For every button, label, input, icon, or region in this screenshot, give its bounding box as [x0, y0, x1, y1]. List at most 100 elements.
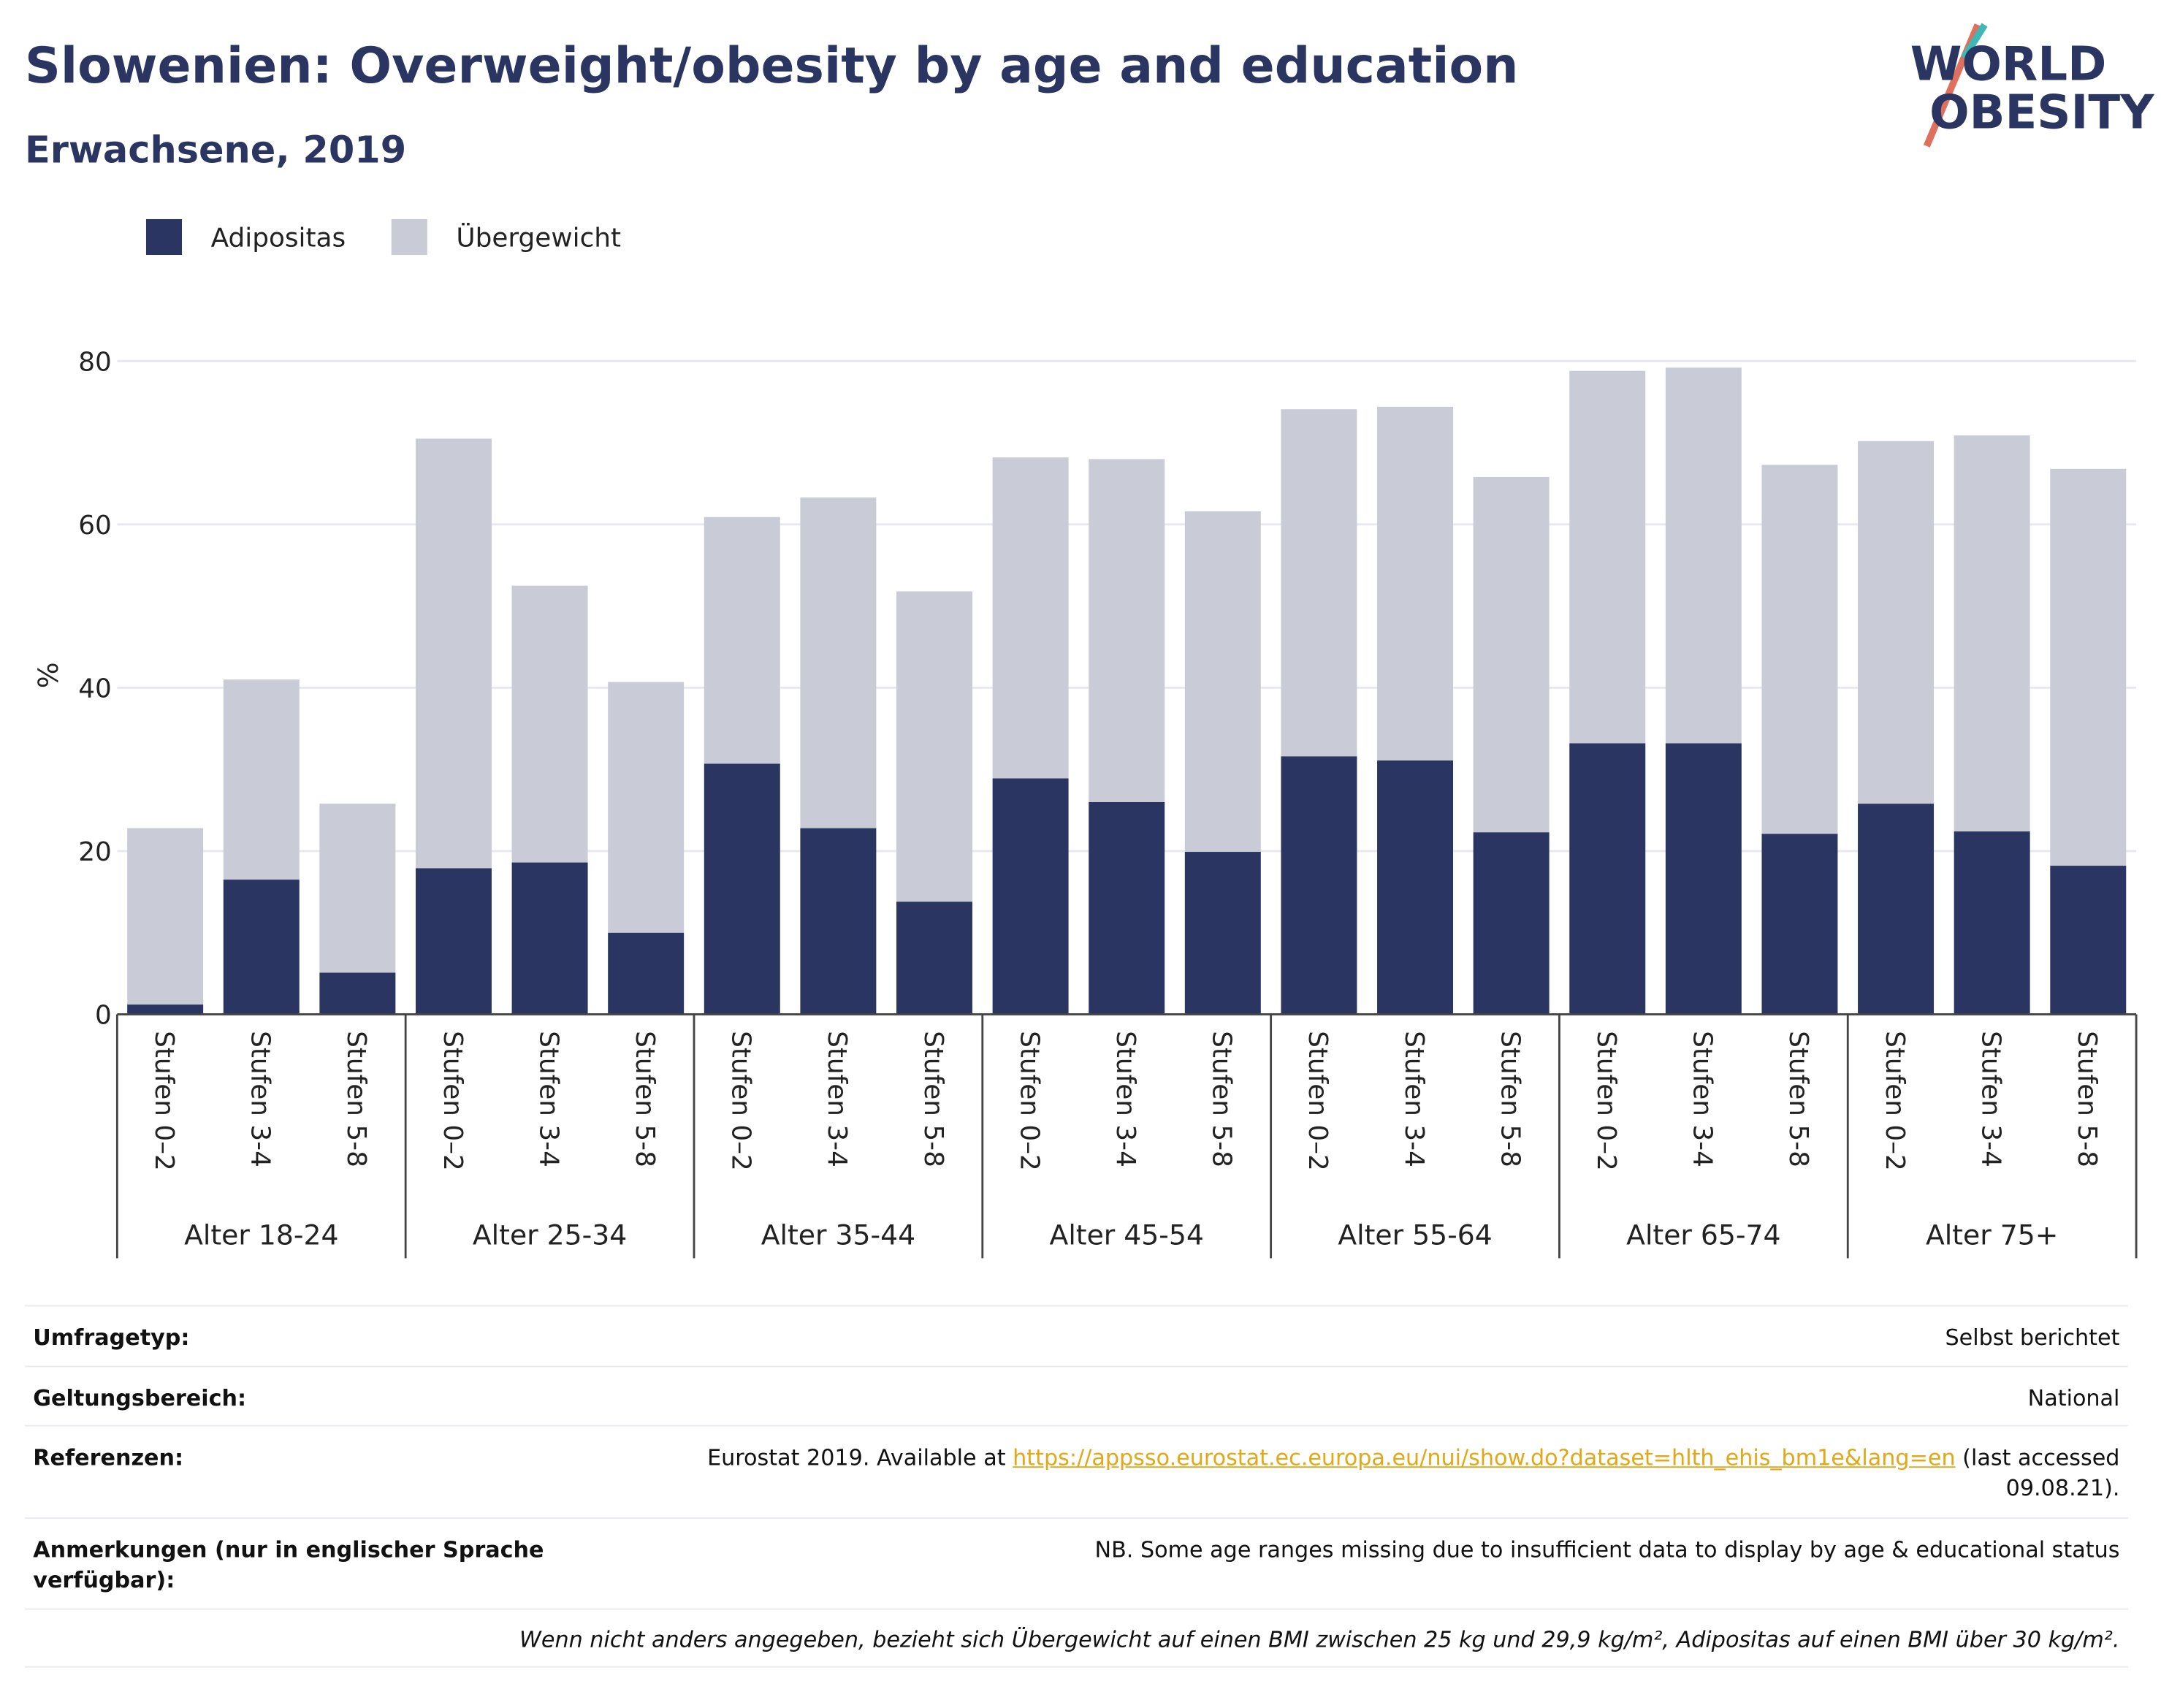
y-tick-label: 60 — [78, 511, 112, 541]
footer-value: NB. Some age ranges missing due to insuf… — [1095, 1536, 2120, 1609]
footer-row: Referenzen: Eurostat 2019. Available at h… — [24, 1425, 2128, 1517]
bar — [1184, 852, 1261, 1015]
footer-text: Selbst berichtet — [1945, 1324, 2120, 1351]
bar — [704, 516, 780, 764]
x-tick-label: Stufen 3-4 — [245, 1031, 275, 1167]
footer-row: Anmerkungen (nur in englischer Sprache v… — [24, 1517, 2128, 1609]
bar — [1281, 409, 1357, 757]
bar — [1184, 511, 1261, 853]
bar — [2050, 866, 2127, 1015]
bar — [1954, 831, 2030, 1015]
footer-label: Umfragetyp: — [33, 1324, 190, 1351]
x-tick-label: Stufen 5-8 — [630, 1031, 660, 1167]
x-tick-label: Stufen 3-4 — [1110, 1031, 1140, 1167]
bar — [415, 438, 492, 869]
bar — [319, 972, 396, 1015]
bar — [1569, 743, 1646, 1015]
bar — [800, 828, 877, 1015]
footer-note: Wenn nicht anders angegeben, bezieht sic… — [24, 1608, 2128, 1668]
bar — [1281, 756, 1357, 1015]
footer-text: National — [2027, 1384, 2120, 1411]
bar — [992, 457, 1069, 779]
group-label: Alter 45-54 — [1050, 1219, 1204, 1251]
bar — [1569, 370, 1646, 744]
legend-label: Übergewicht — [456, 223, 621, 253]
group-label: Alter 75+ — [1926, 1219, 2058, 1251]
bar — [511, 862, 588, 1015]
legend-swatch — [391, 218, 427, 256]
bar — [1761, 834, 1838, 1015]
footer-text: Eurostat 2019. Available at — [707, 1444, 1013, 1471]
bar — [1858, 804, 1935, 1015]
x-tick-label: Stufen 5-8 — [1207, 1031, 1237, 1167]
x-tick-label: Stufen 3-4 — [533, 1031, 563, 1167]
footer: Umfragetyp: Selbst berichtet Geltungsberei… — [24, 1305, 2128, 1668]
x-tick-label: Stufen 3-4 — [1399, 1031, 1429, 1167]
y-tick-label: 0 — [95, 1001, 112, 1031]
bar — [896, 901, 972, 1015]
reference-link[interactable]: https://appsso.eurostat.ec.europa.eu/nui… — [1013, 1444, 1956, 1471]
footer-value: National — [2028, 1384, 2120, 1425]
x-tick-label: Stufen 5-8 — [1783, 1031, 1813, 1167]
x-tick-label: Stufen 3-4 — [1688, 1031, 1718, 1167]
legend-label: Adipositas — [211, 224, 346, 253]
legend-swatch — [145, 218, 183, 256]
bar — [1089, 801, 1165, 1015]
bar — [511, 585, 588, 863]
x-tick-label: Stufen 0–2 — [1014, 1031, 1044, 1171]
bar — [415, 868, 492, 1015]
bar — [1089, 459, 1165, 802]
footer-label: Anmerkungen (nur in englischer Sprache v… — [33, 1536, 544, 1593]
footer-value: Selbst berichtet — [1945, 1323, 2120, 1365]
bar — [2050, 468, 2127, 866]
bar — [127, 1004, 204, 1015]
group-label: Alter 18-24 — [184, 1219, 338, 1251]
x-tick-label: Stufen 5-8 — [341, 1031, 371, 1167]
bar — [992, 778, 1069, 1015]
x-tick-label: Stufen 3-4 — [822, 1031, 852, 1167]
chart-subtitle: Erwachsene, 2019 — [25, 129, 406, 172]
bar — [127, 828, 204, 1005]
chart: Slowenien: Overweight/obesity by age and… — [25, 23, 2155, 1259]
logo-text: WORLD — [1910, 37, 2107, 91]
x-tick-label: Stufen 5-8 — [1495, 1031, 1525, 1167]
x-tick-label: Stufen 5-8 — [2072, 1031, 2102, 1167]
x-tick-label: Stufen 3-4 — [1975, 1031, 2005, 1167]
bar — [1377, 760, 1454, 1015]
bar — [1665, 367, 1742, 744]
group-label: Alter 25-34 — [473, 1219, 627, 1251]
bar — [1665, 743, 1742, 1015]
bar — [1377, 406, 1454, 760]
bar — [1473, 832, 1550, 1015]
footer-label: Geltungsbereich: — [33, 1384, 247, 1411]
group-label: Alter 65-74 — [1626, 1219, 1780, 1251]
footer-label: Referenzen: — [33, 1444, 184, 1471]
bar — [223, 679, 300, 880]
bar — [608, 932, 685, 1015]
bar — [1858, 441, 1935, 804]
x-tick-label: Stufen 0–2 — [1591, 1031, 1621, 1171]
chart-title: Slowenien: Overweight/obesity by age and… — [25, 37, 1519, 95]
bar — [896, 591, 972, 902]
bar — [608, 682, 685, 933]
y-tick-label: 80 — [78, 347, 112, 377]
x-tick-label: Stufen 0–2 — [438, 1031, 468, 1171]
x-tick-label: Stufen 0–2 — [149, 1031, 179, 1171]
bar — [319, 804, 396, 973]
x-tick-label: Stufen 0–2 — [726, 1031, 756, 1171]
y-tick-label: 40 — [78, 674, 112, 704]
x-tick-label: Stufen 0–2 — [1303, 1031, 1333, 1171]
y-tick-label: 20 — [78, 837, 112, 867]
group-label: Alter 35-44 — [761, 1219, 915, 1251]
bar — [1954, 435, 2030, 832]
logo-text: OBESITY — [1929, 85, 2155, 140]
x-tick-label: Stufen 0–2 — [1880, 1031, 1910, 1171]
bar — [1761, 465, 1838, 834]
y-axis-label: % — [32, 662, 64, 688]
footer-text: (last accessed 09.08.21). — [1955, 1444, 2120, 1501]
x-tick-label: Stufen 5-8 — [918, 1031, 948, 1167]
footer-row: Geltungsbereich: National — [24, 1365, 2128, 1425]
bar — [1473, 476, 1550, 833]
